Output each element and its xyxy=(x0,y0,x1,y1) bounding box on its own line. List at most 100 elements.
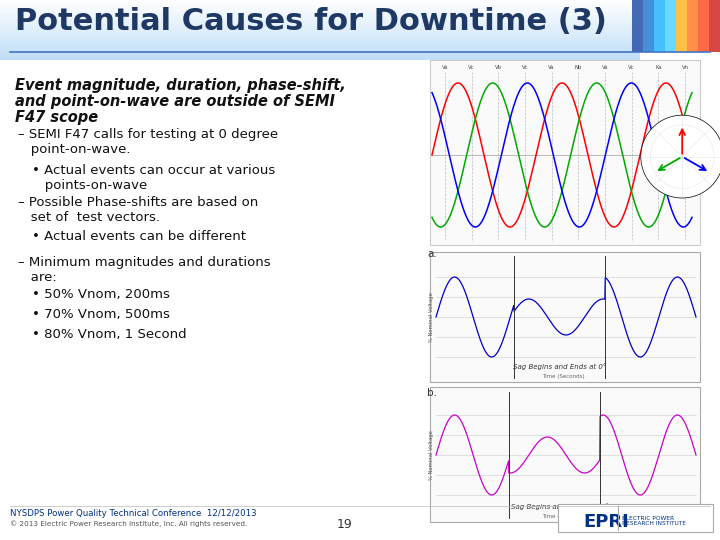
Bar xyxy=(0,24,640,25)
Bar xyxy=(665,0,676,52)
Bar xyxy=(0,21,640,22)
Bar xyxy=(0,11,640,12)
Bar xyxy=(0,41,640,42)
Bar xyxy=(0,1,640,2)
Text: – Possible Phase-shifts are based on
   set of  test vectors.: – Possible Phase-shifts are based on set… xyxy=(18,196,258,224)
Bar xyxy=(0,9,640,10)
Bar xyxy=(0,44,640,45)
Bar xyxy=(0,43,640,44)
Text: F47 scope: F47 scope xyxy=(15,110,98,125)
Text: Va: Va xyxy=(442,65,449,70)
Text: a.: a. xyxy=(427,249,437,259)
Bar xyxy=(698,0,709,52)
Text: • 50% Vnom, 200ms: • 50% Vnom, 200ms xyxy=(32,288,170,301)
Bar xyxy=(0,25,640,26)
Bar xyxy=(0,36,640,37)
Text: Sag Begins and Ends at 90°: Sag Begins and Ends at 90° xyxy=(511,503,609,510)
Text: • 80% Vnom, 1 Second: • 80% Vnom, 1 Second xyxy=(32,328,186,341)
Bar xyxy=(0,29,640,30)
Bar xyxy=(0,19,640,20)
Bar xyxy=(643,0,654,52)
Bar xyxy=(0,8,640,9)
Bar xyxy=(0,40,640,41)
Text: Vn: Vn xyxy=(682,65,688,70)
Bar xyxy=(0,56,640,57)
Bar xyxy=(558,504,713,532)
Bar xyxy=(0,37,640,38)
Bar xyxy=(0,59,640,60)
Bar xyxy=(654,0,665,52)
Bar xyxy=(0,38,640,39)
Text: Va: Va xyxy=(549,65,555,70)
Text: Sag Begins and Ends at 0°: Sag Begins and Ends at 0° xyxy=(513,363,607,370)
Bar xyxy=(0,31,640,32)
Bar xyxy=(0,12,640,13)
Text: Event magnitude, duration, phase-shift,: Event magnitude, duration, phase-shift, xyxy=(15,78,346,93)
Bar xyxy=(0,45,640,46)
Bar xyxy=(0,15,640,16)
Bar xyxy=(0,6,640,7)
Bar xyxy=(0,22,640,23)
Text: 19: 19 xyxy=(337,518,353,531)
Bar xyxy=(0,58,640,59)
Bar xyxy=(0,49,640,50)
Text: Ka: Ka xyxy=(655,65,662,70)
Bar xyxy=(0,46,640,47)
Text: b.: b. xyxy=(427,388,437,398)
Bar xyxy=(0,7,640,8)
Text: ELECTRIC POWER
RESEARCH INSTITUTE: ELECTRIC POWER RESEARCH INSTITUTE xyxy=(622,516,686,526)
Bar xyxy=(0,34,640,35)
Text: % Nominal Voltage: % Nominal Voltage xyxy=(430,430,434,480)
Bar xyxy=(0,48,640,49)
Text: • 70% Vnom, 500ms: • 70% Vnom, 500ms xyxy=(32,308,170,321)
Text: © 2013 Electric Power Research Institute, Inc. All rights reserved.: © 2013 Electric Power Research Institute… xyxy=(10,520,247,526)
Text: – SEMI F47 calls for testing at 0 degree
   point-on-wave.: – SEMI F47 calls for testing at 0 degree… xyxy=(18,128,278,156)
Bar xyxy=(0,3,640,4)
Text: NYSDPS Power Quality Technical Conference  12/12/2013: NYSDPS Power Quality Technical Conferenc… xyxy=(10,509,256,518)
Bar xyxy=(709,0,720,52)
Text: Potential Causes for Downtime (3): Potential Causes for Downtime (3) xyxy=(15,6,607,36)
Text: Nb: Nb xyxy=(575,65,582,70)
Bar xyxy=(0,50,640,51)
Bar xyxy=(0,26,640,27)
Bar xyxy=(0,0,640,1)
Bar xyxy=(0,55,640,56)
Text: • Actual events can be different: • Actual events can be different xyxy=(32,230,246,243)
Bar xyxy=(0,16,640,17)
Text: Vc: Vc xyxy=(469,65,475,70)
Text: Va: Va xyxy=(602,65,608,70)
Bar xyxy=(632,0,720,52)
Text: EPRI: EPRI xyxy=(583,513,629,531)
Bar xyxy=(0,2,640,3)
Text: and point-on-wave are outside of SEMI: and point-on-wave are outside of SEMI xyxy=(15,94,335,109)
Bar xyxy=(0,4,640,5)
Bar xyxy=(0,23,640,24)
Bar xyxy=(430,252,700,382)
Bar xyxy=(0,13,640,14)
Bar xyxy=(687,0,698,52)
Bar xyxy=(0,27,640,28)
Bar xyxy=(0,18,640,19)
Bar xyxy=(0,20,640,21)
Bar xyxy=(0,51,640,52)
Text: Vc: Vc xyxy=(629,65,635,70)
Text: • Actual events can occur at various
   points-on-wave: • Actual events can occur at various poi… xyxy=(32,164,275,192)
Bar xyxy=(0,53,640,54)
Text: Vc: Vc xyxy=(522,65,528,70)
Bar xyxy=(0,47,640,48)
Bar xyxy=(0,14,640,15)
Bar xyxy=(0,10,640,11)
Text: – Minimum magnitudes and durations
   are:: – Minimum magnitudes and durations are: xyxy=(18,256,271,284)
Text: % Nominal Voltage: % Nominal Voltage xyxy=(430,292,434,342)
Bar xyxy=(0,52,640,53)
Bar xyxy=(0,5,640,6)
Bar xyxy=(0,39,640,40)
Text: Vb: Vb xyxy=(495,65,502,70)
Text: Time (Seconds): Time (Seconds) xyxy=(541,374,585,379)
Bar xyxy=(0,35,640,36)
Bar xyxy=(0,32,640,33)
Bar xyxy=(430,60,700,245)
Bar xyxy=(0,42,640,43)
Bar xyxy=(0,17,640,18)
Bar xyxy=(632,0,643,52)
